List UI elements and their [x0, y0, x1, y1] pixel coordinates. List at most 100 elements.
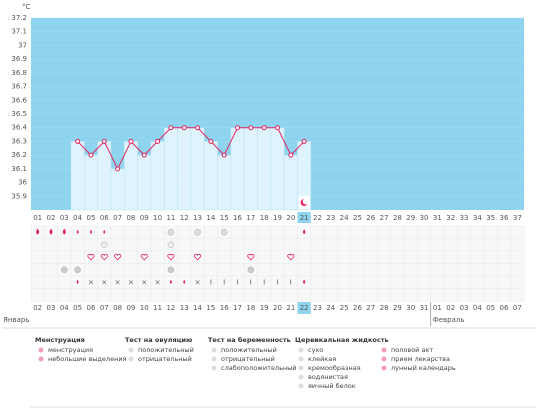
x-tick-label: 07	[113, 214, 122, 222]
temperature-point	[115, 166, 121, 172]
date-label: 28	[380, 304, 389, 312]
legend-icon	[381, 347, 387, 353]
heart-icon	[100, 253, 108, 261]
x-tick-label: 31	[433, 214, 442, 222]
date-label: 25	[340, 304, 349, 312]
test-icon	[74, 266, 81, 273]
drop-icon	[303, 279, 306, 285]
date-label: 08	[113, 304, 122, 312]
dry-icon: ×	[141, 278, 147, 286]
area-column	[283, 154, 298, 211]
heart-icon	[87, 253, 95, 261]
legend-title: Тест на беременность	[208, 336, 291, 344]
date-label: 30	[406, 304, 415, 312]
drop-icon	[76, 279, 79, 284]
temperature-point	[168, 125, 174, 131]
date-label: 02	[446, 304, 455, 312]
x-tick-label: 20	[286, 214, 295, 222]
area-column	[230, 127, 245, 211]
legend-icon	[38, 347, 44, 353]
temperature-point	[75, 138, 81, 144]
x-tick-label: 28	[393, 214, 402, 222]
test-icon	[167, 229, 175, 236]
x-tick-label: 09	[140, 214, 149, 222]
temperature-point	[181, 125, 187, 131]
heart-icon	[287, 253, 295, 261]
date-label: 09	[126, 304, 135, 312]
test-icon	[167, 266, 175, 273]
area-column	[70, 141, 85, 211]
legend-item: небольшие выделения	[48, 355, 127, 363]
x-tick-label: 24	[340, 214, 349, 222]
legend-item: яичный белок	[308, 382, 356, 390]
x-tick-label: 13	[193, 214, 202, 222]
date-label: 21	[286, 304, 295, 312]
x-tick-label: 30	[420, 214, 429, 222]
temperature-point	[155, 138, 161, 144]
heart-icon	[194, 253, 202, 261]
drop-icon	[49, 228, 53, 235]
y-tick-label: 36.5	[11, 110, 27, 118]
legend-icon	[298, 374, 304, 380]
y-tick-label: 37.1	[11, 28, 27, 36]
x-tick-label: 23	[326, 214, 335, 222]
legend-item: отрицательный	[221, 355, 275, 363]
x-tick-label: 33	[460, 214, 469, 222]
x-tick-label: 17	[246, 214, 255, 222]
x-tick-label: 34	[473, 214, 482, 222]
legend-item: половой акт	[391, 346, 433, 354]
x-tick-label: 18	[260, 214, 269, 222]
date-label: 23	[313, 304, 322, 312]
y-tick-label: 37.2	[11, 14, 27, 22]
x-tick-label: 26	[366, 214, 375, 222]
area-column	[150, 141, 165, 211]
x-tick-label: 27	[380, 214, 389, 222]
test-icon	[220, 229, 228, 236]
legend-item: положительный	[221, 346, 277, 354]
y-tick-label: 37	[18, 41, 27, 49]
sticky-icon: I	[250, 278, 252, 286]
legend-item: прием лекарства	[391, 355, 450, 363]
date-label: 20	[273, 304, 282, 312]
dry-icon: ×	[155, 278, 161, 286]
legend-icon	[128, 356, 134, 362]
test-icon	[101, 241, 108, 248]
dry-icon: ×	[128, 278, 134, 286]
legend-item: положительный	[138, 346, 194, 354]
x-tick-label: 14	[206, 214, 215, 222]
date-label: 13	[180, 304, 189, 312]
x-tick-label: 16	[233, 214, 242, 222]
x-tick-label: 25	[353, 214, 362, 222]
temperature-point	[88, 152, 94, 158]
area-column	[257, 127, 272, 211]
drop-icon	[76, 229, 79, 234]
dry-icon: ×	[88, 278, 94, 286]
x-tick-label: 05	[86, 214, 95, 222]
legend-icon	[298, 383, 304, 389]
legend-item: клейкая	[308, 355, 336, 363]
temperature-point	[141, 152, 147, 158]
x-tick-label: 22	[313, 214, 322, 222]
area-column	[137, 154, 152, 211]
area-column	[190, 127, 205, 211]
x-tick-label: 06	[100, 214, 109, 222]
heart-icon	[247, 253, 255, 261]
x-tick-label: 19	[273, 214, 282, 222]
temperature-point	[195, 125, 201, 131]
drop-icon	[103, 229, 106, 234]
area-column	[110, 168, 125, 211]
dry-icon: ×	[195, 278, 201, 286]
legend-item: водянистая	[308, 373, 348, 381]
legend-item: сухо	[308, 346, 323, 354]
date-label: 10	[140, 304, 149, 312]
date-label: 02	[33, 304, 42, 312]
unit: °C	[22, 3, 31, 11]
date-label: 27	[366, 304, 375, 312]
legend-item: лунный календарь	[391, 364, 456, 372]
date-label: 19	[260, 304, 269, 312]
x-tick-label: 15	[220, 214, 229, 222]
x-tick-label: 21	[300, 214, 309, 222]
sticky-icon: I	[276, 278, 278, 286]
date-label: 16	[220, 304, 229, 312]
legend-item: отрицательный	[138, 355, 192, 363]
